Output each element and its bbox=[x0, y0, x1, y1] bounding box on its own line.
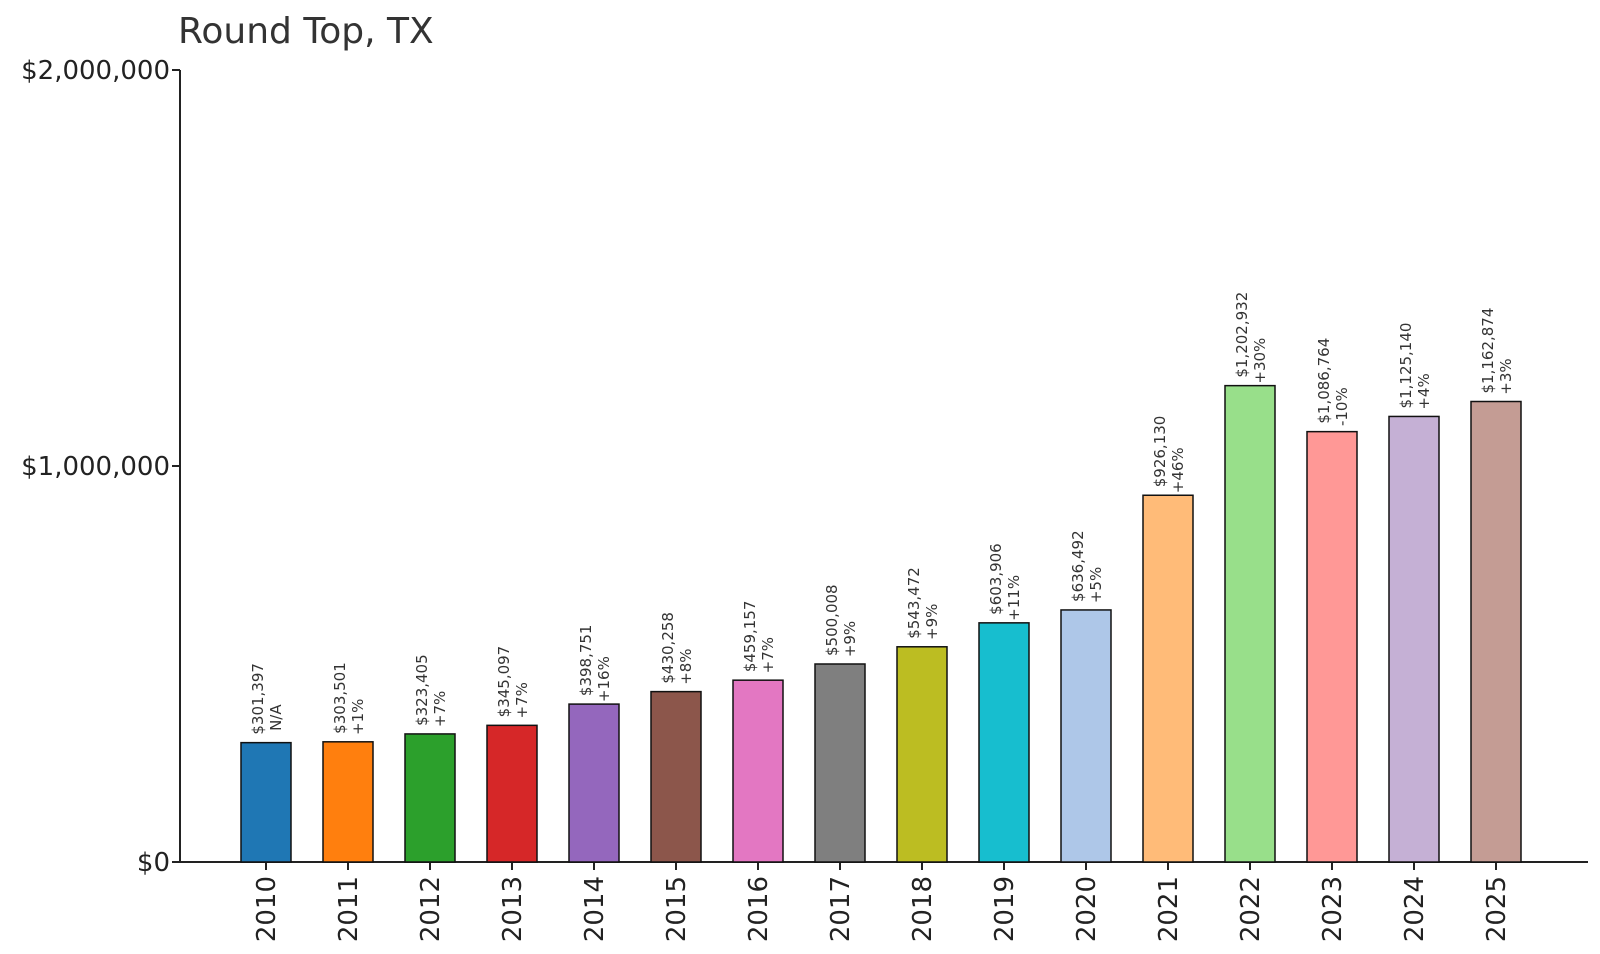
x-tick-label: 2010 bbox=[252, 876, 282, 942]
bar-value-label: $603,906 bbox=[987, 543, 1005, 615]
bar-value-label: $543,472 bbox=[905, 567, 923, 639]
x-tick-label: 2019 bbox=[990, 876, 1020, 942]
bar-2021 bbox=[1142, 494, 1194, 863]
x-tick-label: 2025 bbox=[1482, 876, 1512, 942]
x-tick-label: 2016 bbox=[744, 876, 774, 942]
bar-change-label: +9% bbox=[923, 604, 941, 640]
bar-2019 bbox=[978, 622, 1030, 863]
bar-value-label: $323,405 bbox=[413, 654, 431, 726]
bar-2011 bbox=[322, 741, 374, 863]
bar-value-label: $1,202,932 bbox=[1233, 292, 1251, 378]
bar-2016 bbox=[732, 679, 784, 863]
x-tick-label: 2021 bbox=[1154, 876, 1184, 942]
x-tick-label: 2014 bbox=[580, 876, 610, 942]
bar-change-label: +16% bbox=[595, 656, 613, 702]
bar-change-label: +8% bbox=[677, 648, 695, 684]
x-tick-label: 2013 bbox=[498, 876, 528, 942]
x-tick-label: 2020 bbox=[1072, 876, 1102, 942]
bar-value-label: $459,157 bbox=[741, 601, 759, 673]
bar-value-label: $303,501 bbox=[331, 662, 349, 734]
bar-2017 bbox=[814, 663, 866, 863]
bar-change-label: +30% bbox=[1251, 338, 1269, 384]
bar-change-label: N/A bbox=[267, 704, 285, 731]
bars-group bbox=[240, 384, 1522, 863]
bar-value-label: $345,097 bbox=[495, 646, 513, 718]
bar-labels-group: $301,397 N/A $303,501 +1% $323,405 +7% $345,09… bbox=[249, 292, 1515, 735]
bar-value-label: $636,492 bbox=[1069, 530, 1087, 602]
x-tick-label: 2017 bbox=[826, 876, 856, 942]
bar-2025 bbox=[1470, 400, 1522, 863]
y-tick-label: $1,000,000 bbox=[21, 452, 170, 482]
x-axis: 2010 2011 2012 2013 2014 2015 2016 2017 2018 2019… bbox=[180, 861, 1588, 942]
bar-change-label: +3% bbox=[1497, 358, 1515, 394]
bar-change-label: +7% bbox=[431, 691, 449, 727]
bar-2014 bbox=[568, 703, 620, 863]
bar-value-label: $398,751 bbox=[577, 625, 595, 697]
bar-2020 bbox=[1060, 609, 1112, 863]
bar-2024 bbox=[1388, 415, 1440, 863]
bar-change-label: +46% bbox=[1169, 447, 1187, 493]
bar-2022 bbox=[1224, 384, 1276, 863]
chart-title: Round Top, TX bbox=[178, 11, 434, 52]
x-tick-label: 2023 bbox=[1318, 876, 1348, 942]
bar-change-label: +7% bbox=[513, 682, 531, 718]
bar-change-label: +7% bbox=[759, 637, 777, 673]
y-axis: $0 $1,000,000 $2,000,000 bbox=[21, 56, 181, 878]
x-tick-label: 2024 bbox=[1400, 876, 1430, 942]
bar-change-label: +4% bbox=[1415, 373, 1433, 409]
x-tick-label: 2011 bbox=[334, 876, 364, 942]
bar-value-label: $1,086,764 bbox=[1315, 338, 1333, 424]
bar-change-label: -10% bbox=[1333, 387, 1351, 426]
bar-change-label: +5% bbox=[1087, 567, 1105, 603]
bar-value-label: $430,258 bbox=[659, 612, 677, 684]
x-tick-label: 2022 bbox=[1236, 876, 1266, 942]
x-tick-label: 2015 bbox=[662, 876, 692, 942]
bar-value-label: $926,130 bbox=[1151, 416, 1169, 488]
y-tick-label: $2,000,000 bbox=[21, 56, 170, 86]
y-tick-label: $0 bbox=[137, 848, 170, 878]
bar-value-label: $500,008 bbox=[823, 584, 841, 656]
bar-value-label: $301,397 bbox=[249, 663, 267, 735]
x-tick-label: 2018 bbox=[908, 876, 938, 942]
bar-change-label: +9% bbox=[841, 621, 859, 657]
bar-2023 bbox=[1306, 430, 1358, 863]
bar-value-label: $1,162,874 bbox=[1479, 308, 1497, 394]
bar-2010 bbox=[240, 741, 292, 863]
bar-value-label: $1,125,140 bbox=[1397, 323, 1415, 409]
bar-change-label: +11% bbox=[1005, 575, 1023, 621]
bar-2015 bbox=[650, 690, 702, 863]
bar-2018 bbox=[896, 646, 948, 863]
bar-2012 bbox=[404, 733, 456, 863]
bar-change-label: +1% bbox=[349, 699, 367, 735]
x-tick-label: 2012 bbox=[416, 876, 446, 942]
bar-2013 bbox=[486, 724, 538, 863]
